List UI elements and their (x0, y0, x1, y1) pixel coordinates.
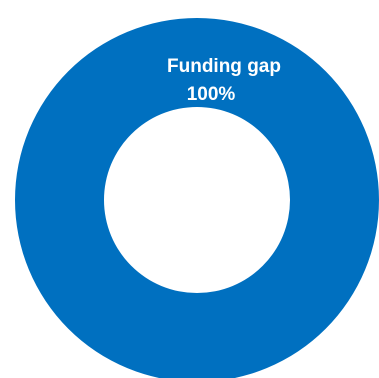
slice-label-0: Funding gap (167, 56, 281, 77)
slice-value-label-0: 100% (187, 84, 236, 105)
donut-slice-0 (15, 18, 379, 378)
